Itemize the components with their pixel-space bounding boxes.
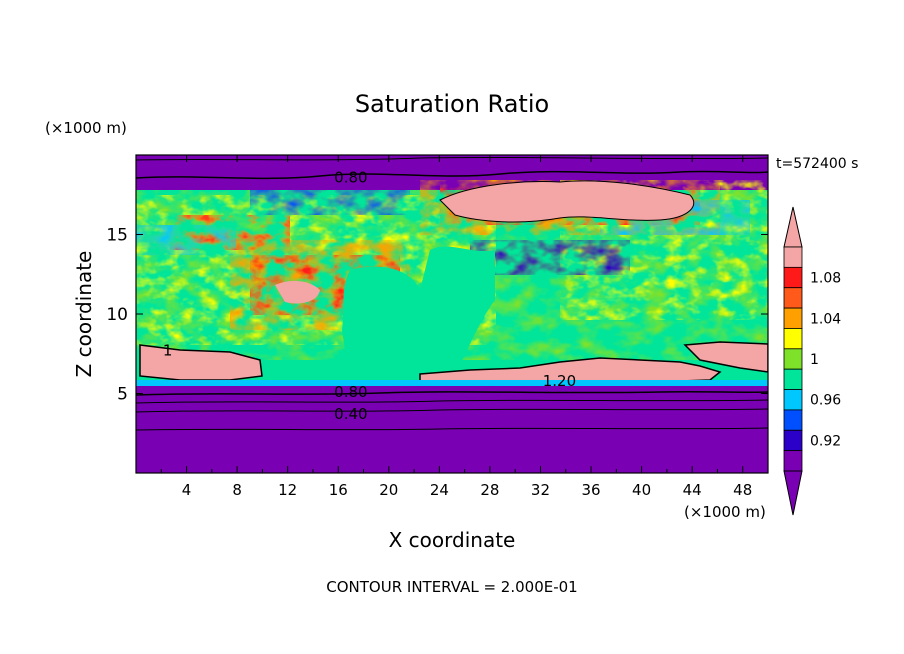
y-axis-ticks: 5 10 15 (106, 226, 768, 405)
chart-title: Saturation Ratio (355, 90, 549, 118)
colorbar-tick-label: 1.08 (810, 271, 841, 287)
x-tick-label: 40 (632, 481, 651, 499)
x-tick-label: 36 (581, 481, 600, 499)
colorbar-over-triangle (783, 206, 803, 248)
colorbar-tick-label: 0.92 (810, 433, 841, 449)
x-tick-label: 48 (733, 481, 752, 499)
colorbar-segment (783, 429, 803, 452)
x-axis-ticks: 4 8 12 16 20 24 28 32 36 40 44 48 (160, 155, 752, 499)
y-units-label: (×1000 m) (45, 119, 127, 137)
colorbar-tick-label: 1.04 (810, 311, 841, 327)
y-tick-label: 15 (106, 226, 128, 246)
contour-label: 0.80 (334, 383, 367, 401)
x-units-label: (×1000 m) (684, 503, 766, 521)
contour-line-top (136, 156, 768, 161)
y-tick-label: 10 (106, 305, 128, 325)
central-moist-zone (342, 246, 495, 385)
contour-interval-note: CONTOUR INTERVAL = 2.000E-01 (326, 578, 577, 596)
contour-label: 0.40 (334, 405, 367, 423)
colorbar-segment (783, 266, 803, 289)
contour-line-020 (136, 427, 768, 431)
colorbar-under-triangle (783, 470, 803, 516)
contour-labels: 0.80 0.80 0.40 1.20 1 (163, 168, 576, 423)
x-tick-label: 44 (683, 481, 702, 499)
upper-supersaturated-patch (439, 180, 695, 223)
x-tick-label: 28 (480, 481, 499, 499)
x-tick-label: 16 (329, 481, 348, 499)
colorbar-segment (783, 307, 803, 329)
colorbar-tick-label: 1 (810, 352, 819, 368)
colorbar-segment (783, 348, 803, 370)
contour-label: 1.20 (543, 372, 576, 390)
colorbar-segment (783, 409, 803, 431)
y-tick-label: 5 (117, 385, 128, 405)
contour-line-040 (136, 408, 768, 413)
contour-line-080-lower (136, 390, 768, 396)
x-tick-label: 32 (531, 481, 550, 499)
colorbar: 1.08 1.04 1 0.96 0.92 (783, 206, 841, 516)
x-tick-label: 12 (278, 481, 297, 499)
y-axis-label: Z coordinate (72, 251, 96, 378)
boundary-strip (136, 380, 768, 386)
colorbar-segment (783, 389, 803, 411)
x-tick-label: 24 (430, 481, 449, 499)
colorbar-segment (783, 246, 803, 268)
x-tick-label: 20 (379, 481, 398, 499)
contour-label: 0.80 (334, 168, 367, 186)
contour-line-080-upper (136, 170, 768, 180)
colorbar-segment (783, 450, 803, 472)
lower-supersaturated-layer (139, 344, 263, 381)
x-axis-label: X coordinate (389, 528, 516, 552)
time-label: t=572400 s (776, 156, 858, 172)
colorbar-segment (783, 328, 803, 350)
x-tick-label: 4 (182, 481, 192, 499)
colorbar-segment (783, 368, 803, 390)
saturation-field (136, 155, 768, 473)
contour-line-060 (136, 399, 768, 404)
colorbar-segment (783, 287, 803, 309)
colorbar-tick-label: 0.96 (810, 393, 841, 409)
lower-supersaturated-layer-3 (683, 341, 768, 373)
x-tick-label: 8 (232, 481, 242, 499)
mid-supersaturated-patch (275, 280, 320, 304)
contour-label: 1 (163, 342, 173, 360)
